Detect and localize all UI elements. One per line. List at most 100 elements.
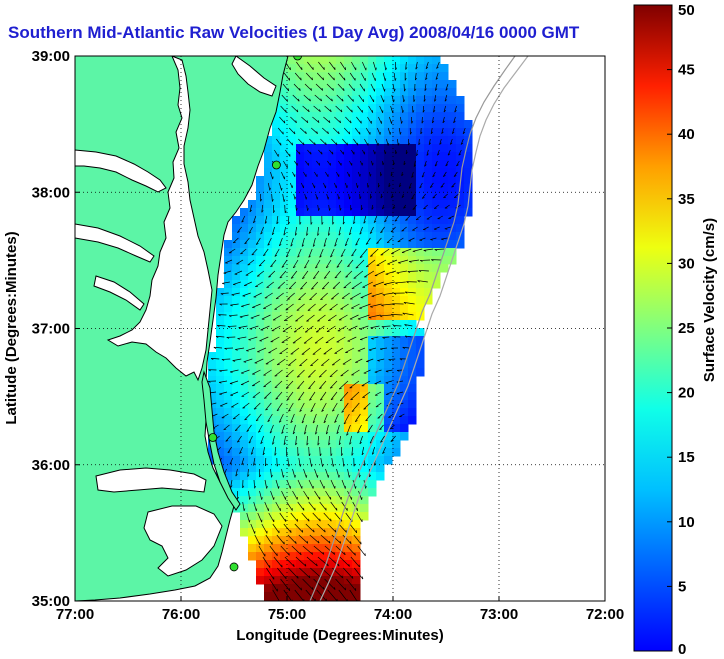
velocity-vector [384, 281, 395, 285]
velocity-cell [272, 584, 281, 593]
velocity-vector-head [377, 417, 381, 419]
velocity-vector [229, 314, 238, 317]
velocity-cell [400, 288, 409, 297]
velocity-vector-head [292, 431, 296, 435]
velocity-cell [328, 464, 337, 473]
velocity-cell [264, 352, 273, 361]
velocity-vector [385, 380, 393, 384]
velocity-cell [456, 208, 465, 217]
velocity-vector [399, 413, 405, 417]
velocity-cell [432, 80, 441, 89]
velocity-vector [264, 479, 267, 489]
velocity-cell [304, 216, 313, 225]
velocity-vector-head [347, 265, 350, 268]
velocity-cell [368, 448, 377, 457]
velocity-cell [256, 208, 265, 217]
velocity-vector-head [230, 485, 233, 488]
velocity-vector [331, 138, 338, 146]
velocity-vector-head [281, 187, 283, 191]
velocity-vector-head [312, 587, 314, 590]
velocity-cell [304, 408, 313, 417]
velocity-cell [352, 232, 361, 241]
velocity-vector [306, 314, 315, 322]
velocity-vector [230, 303, 239, 306]
velocity-vector [247, 259, 255, 266]
velocity-vector [340, 369, 349, 377]
velocity-vector-head [396, 393, 400, 395]
velocity-vector-head [283, 120, 286, 124]
velocity-cell [328, 320, 337, 329]
velocity-cell [424, 240, 433, 249]
velocity-vector [274, 303, 283, 310]
velocity-cell [304, 128, 313, 137]
velocity-cell [304, 592, 313, 601]
velocity-vector [220, 292, 229, 294]
velocity-vector [323, 347, 333, 355]
velocity-cell [264, 144, 273, 153]
velocity-vector [455, 204, 461, 209]
velocity-vector [272, 523, 280, 534]
velocity-cell [304, 560, 313, 569]
velocity-vector-head [301, 244, 305, 247]
velocity-cell [288, 232, 297, 241]
velocity-cell [272, 368, 281, 377]
velocity-cell [248, 400, 257, 409]
velocity-vector [423, 94, 426, 102]
velocity-cell [288, 160, 297, 169]
velocity-cell [288, 336, 297, 345]
velocity-vector-head [348, 474, 351, 478]
velocity-cell [352, 304, 361, 313]
velocity-cell [320, 280, 329, 289]
velocity-cell [336, 408, 345, 417]
velocity-vector-head [327, 131, 329, 134]
velocity-cell [320, 144, 329, 153]
velocity-cell [240, 432, 249, 441]
velocity-cell [328, 152, 337, 161]
x-axis-label: Longitude (Degrees:Minutes) [236, 627, 444, 644]
velocity-vector-head [231, 294, 235, 296]
velocity-vector-head [412, 250, 416, 253]
velocity-cell [368, 376, 377, 385]
velocity-cell [320, 352, 329, 361]
velocity-cell [320, 496, 329, 505]
velocity-vector [338, 380, 349, 390]
velocity-vector [398, 127, 401, 135]
velocity-vector [316, 160, 320, 166]
velocity-vector [355, 237, 360, 246]
velocity-vector-head [390, 173, 393, 177]
velocity-cell [256, 296, 265, 305]
velocity-vector [298, 457, 301, 467]
velocity-vector [319, 248, 324, 258]
figure-title: Southern Mid-Atlantic Raw Velocities (1 … [8, 23, 580, 42]
velocity-vector-head [272, 442, 275, 445]
velocity-cell [312, 584, 321, 593]
velocity-cell [368, 272, 377, 281]
velocity-cell [280, 392, 289, 401]
velocity-vector [349, 435, 352, 445]
colorbar-tick-label: 5 [678, 578, 686, 595]
velocity-vector [334, 237, 338, 247]
velocity-cell [408, 328, 417, 337]
velocity-cell [352, 336, 361, 345]
velocity-vector [453, 116, 456, 123]
velocity-vector [336, 424, 340, 434]
velocity-cell [296, 320, 305, 329]
velocity-vector-head [297, 387, 300, 389]
velocity-cell [312, 136, 321, 145]
velocity-cell [416, 288, 425, 297]
velocity-cell [360, 216, 369, 225]
velocity-cell [336, 480, 345, 489]
velocity-vector [369, 435, 374, 444]
velocity-vector-head [298, 298, 302, 301]
velocity-vector [263, 303, 272, 309]
velocity-cell [320, 576, 329, 585]
velocity-cell [400, 416, 409, 425]
velocity-cell [344, 544, 353, 553]
velocity-vector-head [339, 120, 341, 123]
velocity-cell [320, 208, 329, 217]
velocity-vector [317, 226, 319, 236]
velocity-vector [351, 402, 360, 412]
velocity-vector-head [339, 540, 342, 544]
velocity-cell [240, 384, 249, 393]
velocity-cell [344, 232, 353, 241]
